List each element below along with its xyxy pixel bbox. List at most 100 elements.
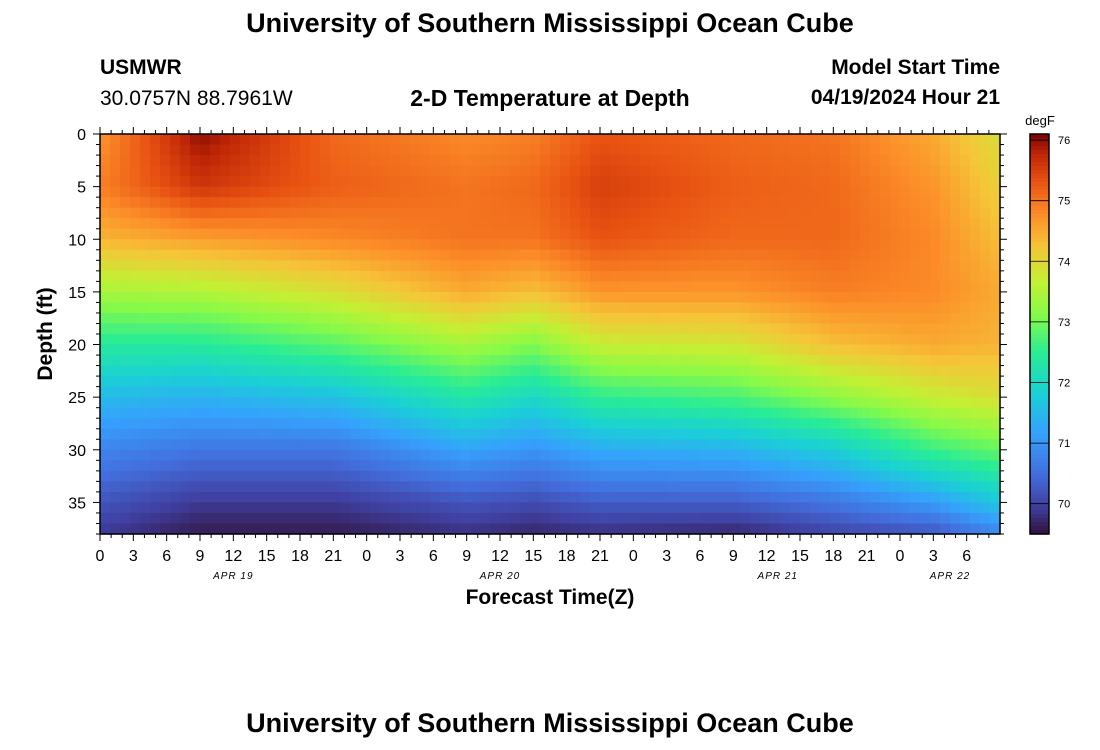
heatmap-cell (300, 365, 311, 377)
heatmap-cell (120, 323, 131, 335)
heatmap-cell (910, 523, 921, 535)
heatmap-cell (960, 165, 971, 177)
heatmap-cell (150, 523, 161, 535)
heatmap-cell (700, 512, 711, 525)
heatmap-cell (660, 134, 671, 146)
heatmap-cell (400, 334, 411, 346)
plot-title: 2-D Temperature at Depth (410, 85, 690, 111)
heatmap-cell (790, 144, 801, 156)
heatmap-cell (620, 302, 631, 314)
heatmap-cell (350, 512, 361, 525)
heatmap-cell (740, 386, 751, 398)
heatmap-cell (460, 428, 471, 440)
heatmap-cell (460, 481, 471, 493)
heatmap-cell (240, 176, 251, 188)
heatmap-cell (970, 134, 981, 146)
heatmap-cell (920, 449, 931, 461)
heatmap-cell (860, 334, 871, 346)
heatmap-cell (100, 502, 111, 514)
heatmap-cell (390, 291, 401, 304)
heatmap-cell (460, 312, 471, 325)
heatmap-cell (120, 397, 131, 409)
heatmap-cell (330, 228, 341, 240)
heatmap-cell (490, 228, 501, 240)
heatmap-cell (880, 323, 891, 335)
heatmap-cell (860, 260, 871, 272)
heatmap-cell (420, 260, 431, 272)
heatmap-cell (270, 386, 281, 398)
heatmap-cell (840, 270, 851, 282)
heatmap-cell (980, 491, 991, 504)
heatmap-cell (380, 418, 391, 430)
x-tick-label: 12 (224, 548, 242, 565)
heatmap-cell (990, 365, 1001, 377)
heatmap-cell (340, 460, 351, 472)
heatmap-cell (500, 270, 511, 282)
heatmap-cell (990, 249, 1001, 261)
heatmap-cell (150, 312, 161, 325)
heatmap-cell (260, 144, 271, 156)
heatmap-cell (730, 270, 741, 282)
heatmap-cell (840, 281, 851, 293)
heatmap-cell (730, 449, 741, 461)
heatmap-cell (480, 302, 491, 314)
heatmap-cell (410, 197, 421, 209)
heatmap-cell (440, 334, 451, 346)
heatmap-cell (380, 365, 391, 377)
heatmap-cell (200, 491, 211, 504)
heatmap-cell (910, 386, 921, 398)
heatmap-cell (290, 323, 301, 335)
heatmap-cell (570, 186, 581, 198)
heatmap-cell (990, 439, 1001, 451)
heatmap-cell (520, 418, 531, 430)
heatmap-cell (700, 239, 711, 251)
heatmap-cell (400, 281, 411, 293)
heatmap-cell (490, 428, 501, 440)
heatmap-cell (970, 197, 981, 209)
heatmap-cell (440, 491, 451, 504)
colorbar-segment (1030, 442, 1049, 447)
heatmap-cell (230, 218, 241, 230)
heatmap-cell (400, 291, 411, 304)
heatmap-cell (420, 312, 431, 325)
heatmap-cell (450, 312, 461, 325)
heatmap-cell (250, 281, 261, 293)
heatmap-cell (930, 470, 941, 482)
heatmap-cell (880, 228, 891, 240)
heatmap-cell (920, 376, 931, 388)
heatmap-cell (490, 512, 501, 525)
heatmap-cell (370, 491, 381, 504)
heatmap-cell (520, 176, 531, 188)
heatmap-cell (240, 239, 251, 251)
heatmap-cell (570, 281, 581, 293)
heatmap-cell (320, 407, 331, 419)
heatmap-cell (360, 291, 371, 304)
heatmap-cell (820, 218, 831, 230)
heatmap-cell (140, 291, 151, 304)
heatmap-cell (350, 165, 361, 177)
heatmap-cell (770, 260, 781, 272)
heatmap-cell (170, 176, 181, 188)
x-tick-label: 21 (858, 548, 876, 565)
heatmap-cell (310, 323, 321, 335)
heatmap-cell (690, 512, 701, 525)
heatmap-cell (250, 460, 261, 472)
heatmap-cell (990, 376, 1001, 388)
heatmap-cell (650, 365, 661, 377)
heatmap-cell (710, 460, 721, 472)
heatmap-cell (140, 165, 151, 177)
heatmap-cell (160, 312, 171, 325)
heatmap-cell (150, 449, 161, 461)
heatmap-cell (170, 207, 181, 219)
heatmap-cell (800, 270, 811, 282)
heatmap-cell (850, 449, 861, 461)
heatmap-cell (360, 491, 371, 504)
heatmap-cell (640, 249, 651, 261)
heatmap-cell (230, 502, 241, 514)
heatmap-cell (750, 260, 761, 272)
heatmap-cell (930, 176, 941, 188)
heatmap-cell (570, 312, 581, 325)
heatmap-cell (170, 197, 181, 209)
heatmap-cell (860, 249, 871, 261)
heatmap-cell (110, 481, 121, 493)
